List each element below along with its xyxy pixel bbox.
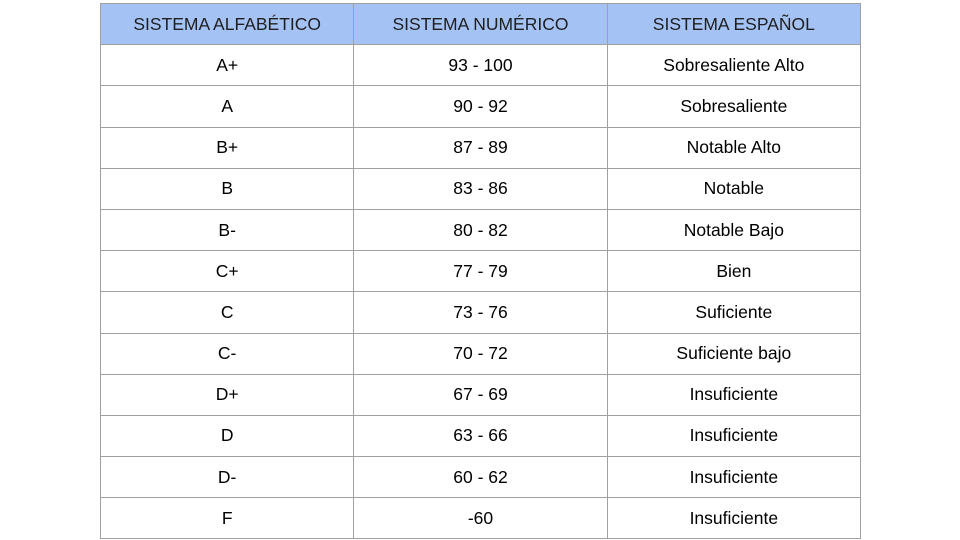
cell-alphabetic: D <box>99 414 355 458</box>
cell-alphabetic: B+ <box>99 126 355 169</box>
cell-spanish: Suficiente <box>606 291 862 334</box>
header-alphabetic: SISTEMA ALFABÉTICO <box>99 2 355 46</box>
cell-spanish: Bien <box>606 250 862 293</box>
cell-alphabetic: F <box>99 497 355 540</box>
cell-numeric: -60 <box>353 497 608 540</box>
cell-alphabetic: C- <box>99 332 355 375</box>
cell-spanish: Notable Bajo <box>606 208 862 252</box>
table-row: B+ 87 - 89 Notable Alto <box>99 126 862 169</box>
table-row: D+ 67 - 69 Insuficiente <box>99 373 862 416</box>
cell-numeric: 83 - 86 <box>353 167 608 210</box>
cell-alphabetic: B- <box>99 208 355 252</box>
cell-alphabetic: C <box>99 291 355 334</box>
cell-numeric: 93 - 100 <box>353 44 608 87</box>
cell-alphabetic: A+ <box>99 44 355 87</box>
table-row: C+ 77 - 79 Bien <box>99 250 862 293</box>
cell-numeric: 80 - 82 <box>353 208 608 252</box>
cell-spanish: Insuficiente <box>606 497 862 540</box>
table-header-row: SISTEMA ALFABÉTICO SISTEMA NUMÉRICO SIST… <box>99 2 862 46</box>
cell-numeric: 70 - 72 <box>353 332 608 375</box>
grading-conversion-table: SISTEMA ALFABÉTICO SISTEMA NUMÉRICO SIST… <box>99 2 862 540</box>
table-row: F -60 Insuficiente <box>99 497 862 540</box>
cell-numeric: 87 - 89 <box>353 126 608 169</box>
cell-numeric: 63 - 66 <box>353 414 608 458</box>
cell-numeric: 67 - 69 <box>353 373 608 416</box>
table-row: B- 80 - 82 Notable Bajo <box>99 208 862 252</box>
table-row: D- 60 - 62 Insuficiente <box>99 456 862 499</box>
cell-alphabetic: D+ <box>99 373 355 416</box>
cell-alphabetic: B <box>99 167 355 210</box>
cell-spanish: Suficiente bajo <box>606 332 862 375</box>
table-row: B 83 - 86 Notable <box>99 167 862 210</box>
cell-spanish: Notable Alto <box>606 126 862 169</box>
cell-spanish: Insuficiente <box>606 373 862 416</box>
table-row: C- 70 - 72 Suficiente bajo <box>99 332 862 375</box>
cell-spanish: Insuficiente <box>606 456 862 499</box>
cell-numeric: 77 - 79 <box>353 250 608 293</box>
table-row: A 90 - 92 Sobresaliente <box>99 85 862 128</box>
table-row: A+ 93 - 100 Sobresaliente Alto <box>99 44 862 87</box>
cell-alphabetic: A <box>99 85 355 128</box>
cell-alphabetic: C+ <box>99 250 355 293</box>
cell-spanish: Sobresaliente Alto <box>606 44 862 87</box>
cell-numeric: 60 - 62 <box>353 456 608 499</box>
cell-spanish: Sobresaliente <box>606 85 862 128</box>
cell-alphabetic: D- <box>99 456 355 499</box>
cell-numeric: 73 - 76 <box>353 291 608 334</box>
table-row: C 73 - 76 Suficiente <box>99 291 862 334</box>
header-spanish: SISTEMA ESPAÑOL <box>606 2 862 46</box>
header-numeric: SISTEMA NUMÉRICO <box>353 2 608 46</box>
table-row: D 63 - 66 Insuficiente <box>99 414 862 458</box>
cell-spanish: Insuficiente <box>606 414 862 458</box>
cell-spanish: Notable <box>606 167 862 210</box>
cell-numeric: 90 - 92 <box>353 85 608 128</box>
